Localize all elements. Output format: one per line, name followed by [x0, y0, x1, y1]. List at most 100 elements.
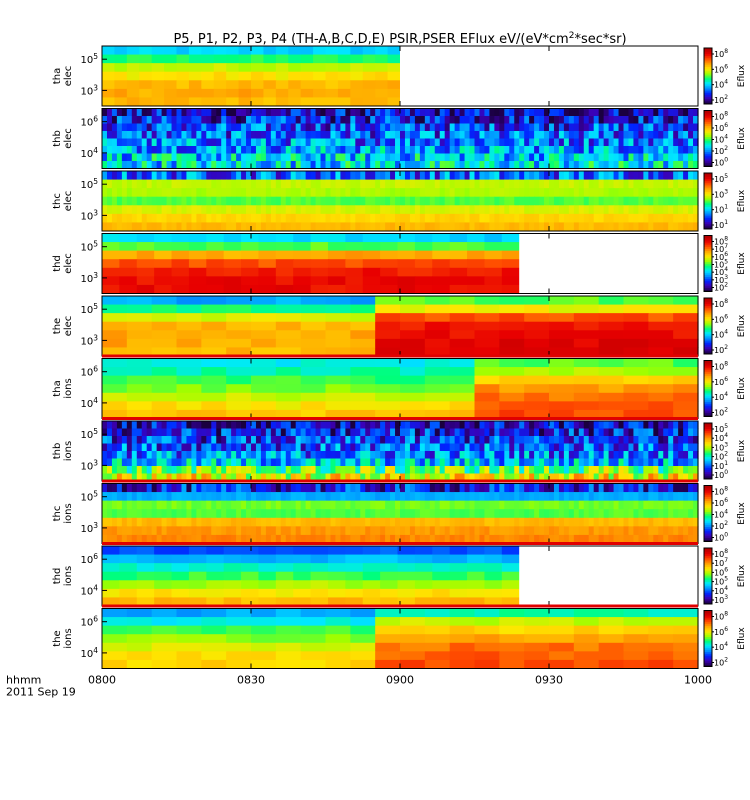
spectrogram-cell	[539, 205, 545, 215]
spectrogram-cell	[598, 196, 605, 206]
spectrogram-cell	[330, 466, 337, 474]
spectrogram-cell	[375, 131, 381, 139]
spectrogram-cell	[424, 421, 431, 429]
spectrogram-cell	[549, 161, 555, 169]
spectrogram-cell	[549, 443, 555, 452]
spectrogram-cell	[558, 517, 565, 527]
spectrogram-cell	[320, 222, 327, 232]
spectrogram-cell	[280, 222, 287, 232]
colorbar-label: Eflux	[737, 439, 747, 462]
spectrogram-cell	[330, 213, 337, 223]
spectrogram-cell	[504, 196, 510, 206]
spectrogram-cell	[529, 466, 535, 474]
spectrogram-cell	[648, 347, 674, 357]
spectrogram-cell	[524, 492, 530, 502]
spectrogram-cell	[139, 63, 153, 73]
spectrogram-cell	[226, 509, 232, 519]
spectrogram-cell	[111, 428, 118, 437]
spectrogram-cell	[668, 500, 674, 510]
spectrogram-cell	[653, 213, 659, 223]
spectrogram-cell	[111, 116, 118, 124]
spectrogram-cell	[568, 483, 575, 493]
spectrogram-cell	[409, 108, 416, 117]
spectrogram-cell	[164, 97, 178, 107]
spectrogram-cell	[459, 428, 466, 437]
colorbar-segment	[704, 235, 712, 238]
spectrogram-cell	[474, 492, 481, 502]
colorbar-segment	[704, 142, 712, 145]
spectrogram-cell	[474, 443, 481, 452]
spectrogram-cell	[305, 161, 312, 169]
spectrogram-cell	[335, 466, 341, 474]
spectrogram-cell	[514, 108, 520, 117]
spectrogram-cell	[529, 534, 535, 544]
spectrogram-cell	[519, 123, 525, 132]
spectrogram-cell	[156, 196, 163, 206]
spectrogram-cell	[365, 421, 371, 429]
spectrogram-cell	[434, 458, 441, 467]
spectrogram-cell	[539, 146, 545, 154]
spectrogram-cell	[553, 436, 560, 444]
spectrogram-cell	[238, 80, 252, 90]
spectrogram-cell	[673, 428, 679, 437]
spectrogram-cell	[340, 171, 346, 181]
spectrogram-cell	[335, 171, 341, 181]
spectrogram-cell	[258, 276, 277, 286]
spectrogram-cell	[241, 233, 260, 243]
spectrogram-cell	[102, 188, 108, 198]
spectrogram-cell	[449, 517, 456, 527]
spectrogram-cell	[231, 473, 237, 482]
spectrogram-cell	[258, 554, 277, 564]
spectrogram-cell	[588, 138, 595, 147]
spectrogram-cell	[156, 188, 163, 198]
spectrogram-cell	[429, 222, 436, 232]
spectrogram-cell	[188, 284, 207, 294]
spectrogram-cell	[504, 205, 510, 215]
spectrogram-cell	[221, 492, 227, 502]
spectrogram-cell	[156, 428, 163, 437]
spectrogram-cell	[429, 526, 436, 536]
colorbar-segment	[704, 116, 712, 119]
spectrogram-cell	[479, 443, 486, 452]
spectrogram-cell	[136, 428, 143, 437]
spectrogram-cell	[370, 443, 376, 452]
spectrogram-cell	[489, 436, 495, 444]
spectrogram-cell	[573, 509, 580, 519]
spectrogram-cell	[588, 421, 595, 429]
spectrogram-cell	[206, 563, 225, 573]
spectrogram-cell	[102, 71, 116, 81]
spectrogram-cell	[226, 458, 232, 467]
spectrogram-cell	[424, 517, 431, 527]
spectrogram-cell	[429, 161, 436, 169]
spectrogram-cell	[290, 171, 297, 181]
spectrogram-cell	[226, 138, 232, 147]
spectrogram-cell	[171, 222, 178, 232]
spectrogram-cell	[310, 571, 329, 581]
spectrogram-cell	[335, 146, 341, 154]
spectrogram-cell	[102, 171, 108, 181]
spectrogram-cell	[653, 196, 659, 206]
spectrogram-cell	[387, 54, 401, 64]
spectrogram-cell	[643, 492, 649, 502]
spectrogram-cell	[213, 97, 227, 107]
spectrogram-cell	[265, 138, 272, 147]
y-tick-label: 106	[80, 115, 98, 129]
spectrogram-cell	[404, 509, 411, 519]
spectrogram-cell	[275, 358, 302, 368]
spectrogram-cell	[613, 171, 620, 181]
spectrogram-cell	[151, 131, 158, 139]
spectrogram-cell	[121, 205, 128, 215]
spectrogram-cell	[385, 451, 391, 459]
spectrogram-cell	[236, 116, 242, 124]
spectrogram-cell	[588, 443, 595, 452]
spectrogram-cell	[196, 443, 202, 452]
spectrogram-cell	[385, 492, 391, 502]
spectrogram-cell	[362, 54, 376, 64]
spectrogram-cell	[424, 401, 451, 411]
spectrogram-cell	[549, 401, 575, 411]
spectrogram-cell	[320, 428, 327, 437]
spectrogram-cell	[186, 534, 192, 544]
spectrogram-cell	[380, 526, 386, 536]
spectrogram-cell	[246, 526, 252, 536]
spectrogram-cell	[251, 409, 277, 419]
